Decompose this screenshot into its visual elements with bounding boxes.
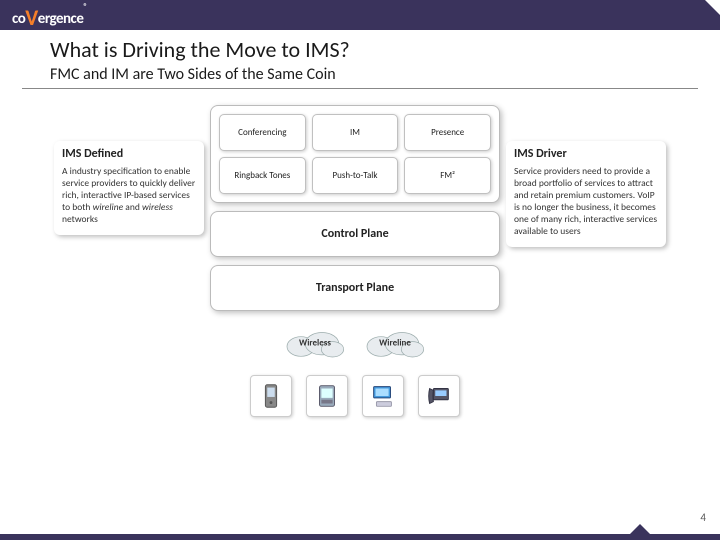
ims-defined-body: A industry specification to enable servi…: [62, 165, 196, 225]
title-block: What is Driving the Move to IMS? FMC and…: [22, 30, 698, 89]
cloud-wireline: Wireline: [360, 325, 430, 361]
transport-plane: Transport Plane: [210, 265, 500, 311]
ims-driver-body: Service providers need to provide a broa…: [514, 165, 658, 237]
page-number: 4: [700, 511, 706, 524]
cloud-wireless: Wireless: [280, 325, 350, 361]
svc-ringback: Ringback Tones: [219, 157, 306, 194]
brand-bar: coVergence®: [0, 0, 720, 30]
devices-row: [210, 375, 500, 417]
svc-ptt: Push-to-Talk: [312, 157, 399, 194]
page-subtitle: FMC and IM are Two Sides of the Same Coi…: [50, 65, 670, 84]
clouds-row: Wireless Wireline: [210, 325, 500, 361]
logo: coVergence®: [12, 2, 87, 29]
ims-driver-heading: IMS Driver: [514, 147, 658, 161]
service-plane: Conferencing IM Presence Ringback Tones …: [210, 105, 500, 203]
ims-driver-box: IMS Driver Service providers need to pro…: [506, 141, 666, 247]
device-pc-icon: [362, 375, 404, 417]
page-title: What is Driving the Move to IMS?: [50, 36, 670, 63]
control-plane: Control Plane: [210, 211, 500, 257]
device-pda-icon: [306, 375, 348, 417]
bottom-bar: [0, 534, 720, 540]
center-column: Conferencing IM Presence Ringback Tones …: [210, 105, 500, 417]
cloud-wireless-label: Wireless: [299, 338, 331, 349]
svc-fm2: FM²: [404, 157, 491, 194]
device-mobile-icon: [250, 375, 292, 417]
ims-defined-box: IMS Defined A industry specification to …: [54, 141, 204, 235]
svc-presence: Presence: [404, 114, 491, 151]
content-grid: IMS Defined A industry specification to …: [0, 89, 720, 417]
device-ipphone-icon: [418, 375, 460, 417]
ims-defined-heading: IMS Defined: [62, 147, 196, 161]
svc-conferencing: Conferencing: [219, 114, 306, 151]
cloud-wireline-label: Wireline: [379, 338, 411, 349]
svc-im: IM: [312, 114, 399, 151]
